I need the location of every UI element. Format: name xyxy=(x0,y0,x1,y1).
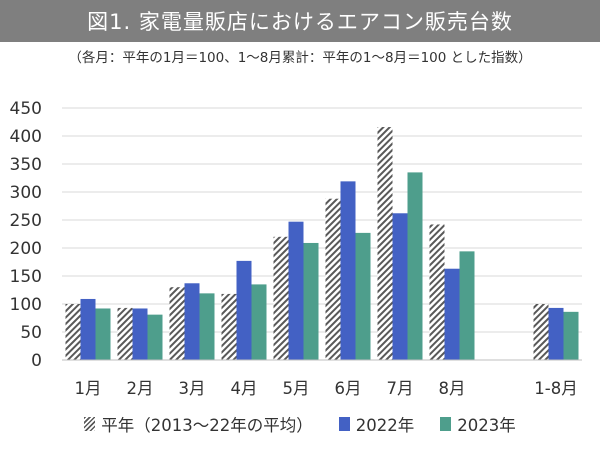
legend-swatch-hatched xyxy=(84,417,96,431)
bar-2023 xyxy=(251,284,267,360)
y-tick-label: 200 xyxy=(10,239,42,259)
bar-2022 xyxy=(340,181,356,360)
bar-2022 xyxy=(288,221,304,360)
y-tick-label: 150 xyxy=(10,267,42,287)
legend-label: 2023年 xyxy=(457,416,516,435)
bar-2023 xyxy=(459,251,475,360)
y-tick-label: 50 xyxy=(20,323,42,343)
y-tick-label: 450 xyxy=(10,99,42,119)
bar-2022 xyxy=(392,213,408,360)
legend-label: 平年（2013〜22年の平均） xyxy=(101,416,313,435)
legend-item-normal: 平年（2013〜22年の平均） xyxy=(84,412,313,436)
bar-2023 xyxy=(407,172,423,360)
y-tick-label: 250 xyxy=(10,211,42,231)
bar-2022 xyxy=(236,260,252,360)
chart-title-text: 図1. 家電量販店におけるエアコン販売台数 xyxy=(87,10,513,34)
bar-normal xyxy=(221,293,237,360)
chart-subtitle: （各月：平年の1月＝100、1〜8月累計：平年の1〜8月＝100 とした指数） xyxy=(68,50,532,66)
legend-swatch-teal xyxy=(440,417,452,431)
bar-normal xyxy=(325,198,341,360)
bar-normal xyxy=(65,304,81,360)
y-tick-label: 0 xyxy=(31,351,42,371)
x-tick-label: 1月 xyxy=(75,379,102,398)
bar-normal xyxy=(533,304,549,360)
x-tick-label: 3月 xyxy=(179,379,206,398)
x-tick-label: 7月 xyxy=(387,379,414,398)
legend-item-2022: 2022年 xyxy=(338,412,415,436)
bar-2023 xyxy=(199,293,215,360)
y-tick-label: 400 xyxy=(10,127,42,147)
bar-2022 xyxy=(444,268,460,360)
bar-2023 xyxy=(147,314,163,360)
bar-2022 xyxy=(548,307,564,360)
bar-2022 xyxy=(132,308,148,360)
x-tick-label: 4月 xyxy=(231,379,258,398)
bar-normal xyxy=(117,307,133,360)
y-tick-label: 350 xyxy=(10,155,42,175)
axes: 0 50 100 150 200 250 300 350 400 450 1月 2月 3月 4月 5月 6月 7… xyxy=(10,99,582,398)
bar-2022 xyxy=(80,298,96,360)
bar-2023 xyxy=(355,232,371,360)
y-tick-label: 300 xyxy=(10,183,42,203)
x-tick-label: 6月 xyxy=(335,379,362,398)
bar-normal xyxy=(377,127,393,360)
legend-item-2023: 2023年 xyxy=(440,412,516,436)
bar-normal xyxy=(169,287,185,360)
x-tick-label: 1-8月 xyxy=(534,379,577,398)
bar-normal xyxy=(429,224,445,360)
bar-normal xyxy=(273,236,289,360)
x-tick-label: 2月 xyxy=(127,379,154,398)
chart-title: 図1. 家電量販店におけるエアコン販売台数 xyxy=(0,0,600,42)
bar-2023 xyxy=(563,311,579,360)
bar-2023 xyxy=(303,242,319,360)
gridlines xyxy=(62,107,582,333)
legend-swatch-blue xyxy=(338,417,350,431)
x-tick-label: 5月 xyxy=(283,379,310,398)
x-tick-label: 8月 xyxy=(439,379,466,398)
bar-2022 xyxy=(184,283,200,360)
bars xyxy=(65,127,579,360)
legend: 平年（2013〜22年の平均） 2022年 2023年 xyxy=(0,406,600,442)
y-tick-label: 100 xyxy=(10,295,42,315)
legend-label: 2022年 xyxy=(355,416,415,435)
bar-2023 xyxy=(95,308,111,360)
